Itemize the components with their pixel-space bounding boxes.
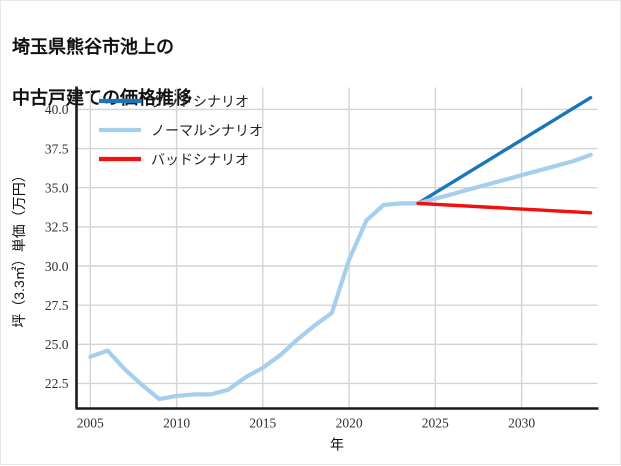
series-line-normal [88,152,593,402]
y-tick-label: 27.5 [45,298,69,313]
x-tick-labels: 2005 2010 2015 2020 2025 2030 [77,416,536,431]
chart-title-line-1: 埼玉県熊谷市池上の [12,36,174,57]
y-tick-labels: 22.5 25.0 27.5 30.0 32.5 35.0 37.5 40.0 [45,102,69,391]
legend-label-2: バッドシナリオ [151,152,249,168]
legend-label-1: ノーマルシナリオ [151,123,263,139]
y-tick-label: 37.5 [45,141,69,156]
y-axis-title: 坪（3.3㎡）単価（万円） [11,168,27,327]
y-tick-label: 22.5 [45,376,69,391]
x-tick-label: 2015 [249,416,276,431]
series-line-good [416,95,593,206]
gridlines [76,87,598,409]
y-tick-label: 35.0 [45,181,69,196]
chart-title-line-2: 中古戸建ての価格推移 [12,87,192,108]
y-tick-label: 32.5 [45,220,69,235]
y-tick-label: 25.0 [45,337,69,352]
x-axis-title: 年 [330,437,344,453]
series-line-bad [416,201,593,215]
x-tick-label: 2030 [508,416,535,431]
x-tick-label: 2010 [163,416,190,431]
y-tick-label: 30.0 [45,259,69,274]
legend-label-0: グッドシナリオ [151,94,249,110]
x-tick-label: 2005 [77,416,104,431]
x-tick-label: 2020 [336,416,363,431]
page-title: 埼玉県熊谷市池上の 中古戸建ての価格推移 [12,9,492,111]
axis-spines [75,86,599,410]
data-series-group [88,95,593,402]
x-tick-label: 2025 [422,416,449,431]
y-tick-label: 40.0 [45,102,69,117]
